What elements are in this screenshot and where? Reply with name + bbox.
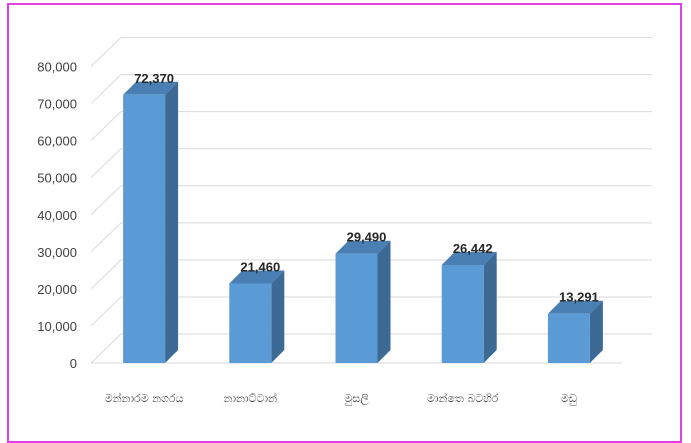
bar-side xyxy=(378,241,391,363)
y-tick-label: 40,000 xyxy=(37,208,77,223)
gridline-depth xyxy=(91,223,121,252)
bar-2 xyxy=(229,270,284,363)
data-label: 26,442 xyxy=(453,241,493,256)
data-label: 72,370 xyxy=(134,71,174,86)
gridline-depth xyxy=(91,75,121,104)
bar-side xyxy=(165,82,178,363)
bar-front xyxy=(229,283,271,363)
y-tick-label: 50,000 xyxy=(37,171,77,186)
gridline-depth xyxy=(91,297,121,326)
x-tick-label: මාන්තෙ බටහිර xyxy=(427,391,499,405)
bar-4 xyxy=(442,252,497,363)
y-tick-label: 60,000 xyxy=(37,134,77,149)
bar-side xyxy=(271,270,284,363)
bar-side xyxy=(484,252,497,363)
data-label: 21,460 xyxy=(240,259,280,274)
bar-5 xyxy=(548,301,603,363)
bar-front xyxy=(123,95,165,363)
bar-1 xyxy=(123,82,178,363)
y-tick-label: 80,000 xyxy=(37,60,77,75)
y-tick-label: 30,000 xyxy=(37,245,77,260)
y-tick-label: 0 xyxy=(70,356,77,371)
x-tick-label: මන්නාරම නගරය xyxy=(105,391,184,405)
bar-front xyxy=(548,314,590,363)
x-axis: මන්නාරම නගරය නානාට්ටාන් මුසලි මාන්තෙ බටහිර ම… xyxy=(105,391,577,406)
bar-front xyxy=(442,265,484,363)
gridline-depth xyxy=(91,186,121,215)
bar-front xyxy=(336,254,378,363)
x-tick-label: නානාට්ටාන් xyxy=(224,391,278,405)
gridline-depth xyxy=(91,38,121,67)
y-axis: 0 10,000 20,000 30,000 40,000 50,000 60,000 70,… xyxy=(37,60,77,372)
gridline-depth xyxy=(91,149,121,178)
bar-chart: 0 10,000 20,000 30,000 40,000 50,000 60,000 70,… xyxy=(0,0,691,421)
bars: 72,370 21,460 29,490 26,442 13,291 xyxy=(123,71,603,363)
x-tick-label: මුසලි xyxy=(344,392,369,406)
y-tick-label: 10,000 xyxy=(37,319,77,334)
bar-3 xyxy=(336,241,391,363)
y-tick-label: 70,000 xyxy=(37,97,77,112)
gridline-depth xyxy=(91,260,121,289)
gridline-depth xyxy=(91,112,121,141)
gridline-depth xyxy=(91,334,121,363)
x-tick-label: මඩු xyxy=(561,392,577,405)
y-tick-label: 20,000 xyxy=(37,282,77,297)
data-label: 13,291 xyxy=(559,290,599,305)
data-label: 29,490 xyxy=(347,230,387,245)
